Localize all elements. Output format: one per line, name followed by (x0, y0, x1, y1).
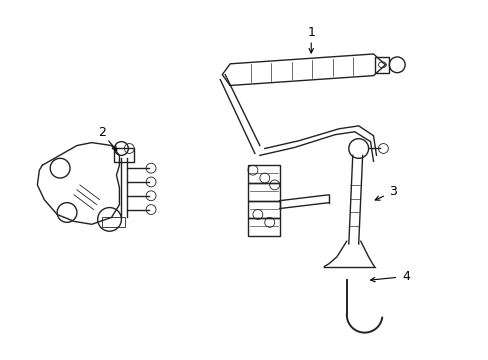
Bar (247, 201, 279, 219)
Bar (247, 219, 279, 236)
Bar (114, 148, 134, 162)
Text: 1: 1 (306, 26, 315, 39)
Bar (247, 165, 279, 183)
Text: 2: 2 (98, 126, 105, 139)
Text: 3: 3 (388, 185, 396, 198)
Bar (247, 183, 279, 201)
Text: 4: 4 (402, 270, 409, 283)
Bar (375, 57, 388, 73)
Bar (102, 217, 125, 227)
